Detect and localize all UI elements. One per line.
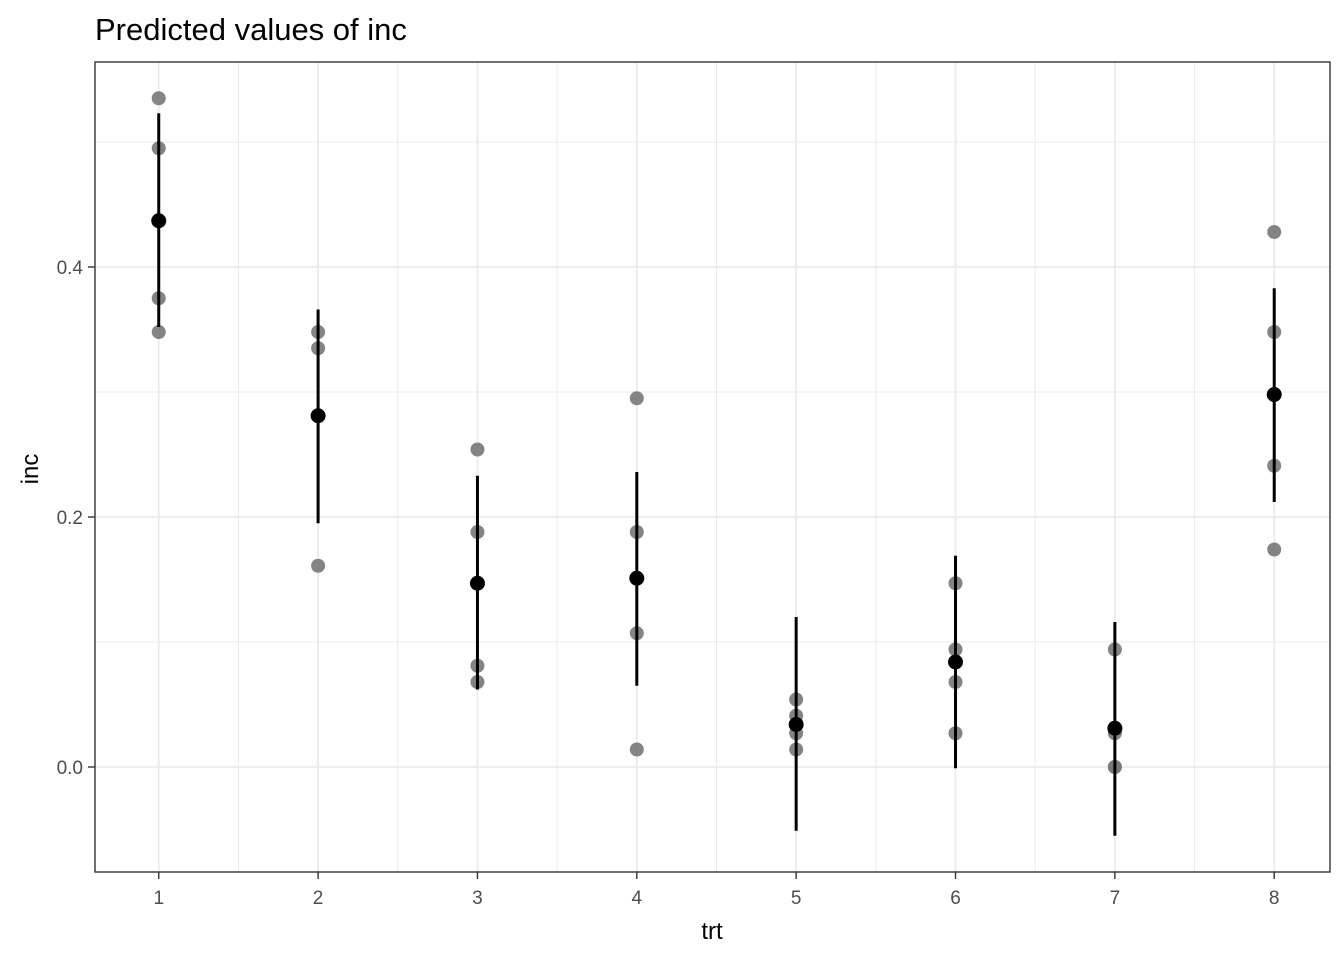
raw-data-point (1267, 225, 1282, 239)
x-tick-label: 6 (950, 888, 961, 909)
raw-data-point (470, 442, 485, 457)
x-tick-label: 5 (791, 888, 802, 909)
x-tick-label: 2 (313, 888, 324, 909)
raw-data-point (151, 91, 166, 106)
plot-panel (94, 61, 1331, 873)
x-tick-label: 8 (1269, 888, 1280, 909)
y-tick-label: 0.2 (57, 508, 83, 529)
y-axis-title: inc (17, 454, 44, 485)
y-tick-label: 0.0 (57, 758, 83, 779)
predicted-value-point (1107, 720, 1123, 736)
chart-title: Predicted values of inc (95, 12, 407, 47)
y-axis: 0.0 0.2 0.4 (57, 258, 95, 779)
raw-data-point (1267, 542, 1282, 557)
raw-data-point (629, 742, 644, 757)
x-tick-label: 3 (472, 888, 483, 909)
predicted-value-point (310, 408, 326, 424)
predicted-value-point (788, 717, 804, 732)
panel-background (95, 62, 1330, 872)
panel-border (94, 61, 1331, 873)
predicted-value-point (469, 575, 485, 591)
x-tick-label: 7 (1110, 888, 1121, 909)
x-axis-title: trt (701, 918, 723, 945)
predicted-value-point (948, 654, 964, 670)
y-tick-label: 0.4 (57, 258, 84, 279)
x-tick-label: 4 (632, 888, 643, 909)
predicted-value-point (1266, 387, 1282, 402)
x-axis: 1 2 3 4 5 6 7 8 (153, 872, 1280, 909)
predicted-value-point (629, 570, 645, 586)
raw-data-point (151, 325, 166, 339)
raw-data-point (311, 558, 326, 573)
x-tick-label: 1 (153, 888, 164, 909)
raw-data-point (629, 391, 644, 406)
predicted-value-point (151, 213, 167, 229)
